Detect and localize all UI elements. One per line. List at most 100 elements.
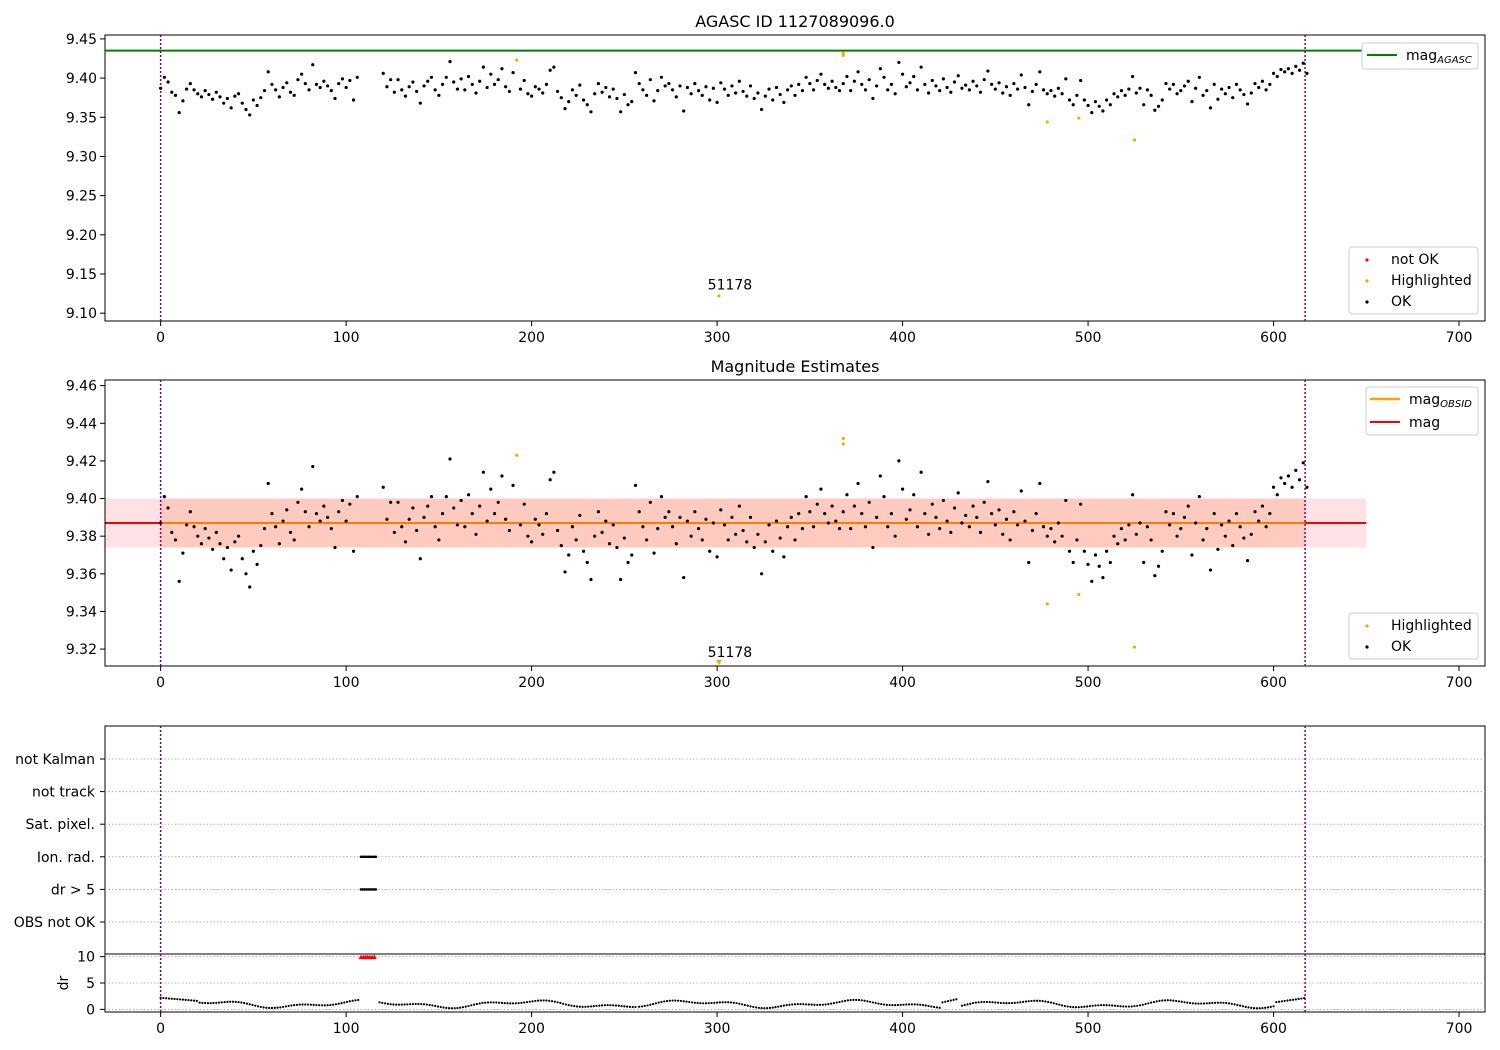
- data-point: [333, 96, 337, 101]
- dr-point: [863, 999, 866, 1002]
- data-point: [500, 67, 504, 71]
- data-point: [886, 88, 890, 92]
- dr-point: [495, 1001, 498, 1004]
- legend-ok-label: OK: [1391, 294, 1412, 310]
- data-point: [192, 88, 196, 92]
- data-point: [763, 540, 767, 544]
- data-point: [1049, 527, 1053, 531]
- data-point: [381, 71, 385, 75]
- data-point: [251, 549, 255, 553]
- data-point: [1056, 86, 1060, 90]
- data-point: [555, 89, 560, 94]
- data-point: [841, 436, 845, 440]
- clipped-point-marker: [715, 660, 722, 665]
- data-point: [351, 549, 356, 553]
- data-point: [285, 81, 289, 85]
- data-point: [715, 100, 719, 104]
- data-point: [756, 532, 760, 536]
- data-point: [737, 79, 741, 83]
- dr-point: [704, 1002, 708, 1005]
- data-point: [700, 538, 704, 542]
- dr-point: [1005, 1002, 1008, 1005]
- dr-point: [539, 999, 542, 1002]
- data-point: [526, 92, 530, 96]
- dr-tick-label: 5: [86, 976, 95, 992]
- dr-point: [265, 1006, 268, 1009]
- dr-point: [749, 1005, 752, 1008]
- data-point: [444, 75, 448, 79]
- data-point: [748, 84, 753, 88]
- data-point: [633, 483, 638, 487]
- data-point: [1101, 575, 1105, 580]
- x-tick-label: 400: [889, 330, 916, 346]
- data-point: [455, 523, 460, 527]
- data-point: [938, 527, 942, 531]
- data-point: [886, 525, 890, 529]
- data-point: [656, 527, 660, 531]
- data-point: [1286, 474, 1290, 478]
- data-point: [1175, 534, 1179, 538]
- data-point: [266, 70, 270, 74]
- data-point: [188, 510, 192, 514]
- data-point: [403, 540, 408, 544]
- data-point: [1156, 564, 1161, 568]
- dr-point: [677, 999, 680, 1002]
- data-point: [722, 87, 727, 91]
- data-point: [856, 481, 860, 486]
- data-point: [1212, 82, 1216, 86]
- dr-point: [417, 1002, 420, 1006]
- data-point: [470, 511, 474, 516]
- dr-point: [598, 1004, 601, 1007]
- data-point: [162, 495, 166, 499]
- dr-point: [509, 1002, 512, 1005]
- data-point: [622, 536, 626, 540]
- y-tick-label: 9.42: [66, 454, 97, 470]
- dr-point: [631, 1005, 634, 1009]
- data-point: [1019, 489, 1023, 493]
- data-point: [177, 110, 181, 115]
- dr-point: [550, 1000, 554, 1003]
- data-point: [1212, 511, 1216, 516]
- dr-point: [159, 996, 162, 999]
- data-point: [945, 519, 949, 523]
- panel1-legend-bottom: not OK Highlighted OK: [1348, 246, 1479, 315]
- dr-point: [237, 1001, 240, 1004]
- dr-point: [309, 1003, 312, 1006]
- dr-point: [284, 1005, 287, 1008]
- data-point: [537, 87, 541, 91]
- dr-point: [1158, 999, 1161, 1002]
- data-point: [500, 474, 504, 478]
- data-point: [734, 91, 738, 95]
- dr-point: [276, 1006, 279, 1009]
- dr-point: [1286, 999, 1289, 1002]
- data-point: [322, 504, 326, 508]
- dr-point: [1069, 1005, 1072, 1008]
- dr-point: [1225, 1001, 1228, 1005]
- data-point: [337, 81, 341, 86]
- data-point: [392, 90, 396, 94]
- data-point: [785, 525, 790, 529]
- dr-point: [877, 1002, 880, 1005]
- data-point: [782, 555, 786, 559]
- data-point: [670, 525, 675, 529]
- data-point: [181, 551, 185, 555]
- dr-point: [212, 1001, 215, 1005]
- data-point: [485, 85, 489, 90]
- data-point: [173, 538, 178, 542]
- dr-point: [581, 1005, 584, 1008]
- data-point: [1168, 87, 1172, 91]
- data-point: [593, 534, 597, 538]
- data-point: [240, 101, 244, 105]
- flag-point: [363, 888, 366, 891]
- data-point: [218, 542, 222, 546]
- data-point: [633, 71, 638, 75]
- data-point: [314, 82, 319, 86]
- dr-point: [696, 1001, 699, 1005]
- data-point: [1041, 525, 1046, 529]
- dr-point: [1141, 1003, 1144, 1006]
- y-tick-label: 9.44: [66, 416, 97, 432]
- dr-point: [215, 1001, 218, 1004]
- dr-point: [190, 999, 193, 1002]
- data-point: [619, 577, 623, 582]
- dr-point: [916, 1003, 919, 1006]
